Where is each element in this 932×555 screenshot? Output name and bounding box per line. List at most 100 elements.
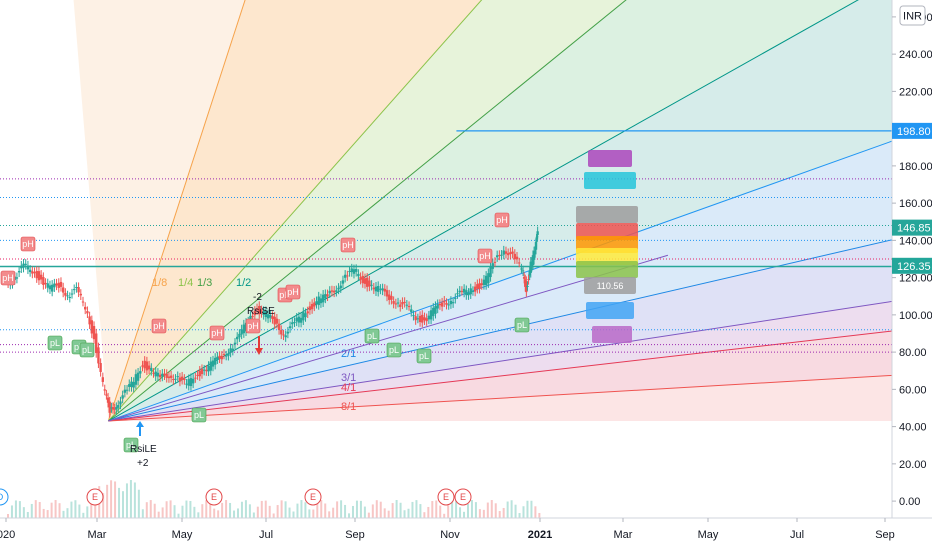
y-tick-label: 220.00 — [899, 86, 932, 98]
candle-body — [229, 348, 232, 353]
marker-box — [20, 236, 36, 252]
volume-bar — [395, 500, 398, 518]
volume-bar — [415, 500, 418, 518]
candle-body — [536, 231, 539, 235]
earnings-event-marker[interactable]: E — [454, 488, 472, 506]
stacked-label-box — [576, 223, 638, 240]
candle-body — [337, 287, 340, 290]
candle-body — [216, 356, 219, 360]
marker-box — [386, 342, 402, 358]
marker-text: pH — [479, 251, 491, 261]
marker-box — [364, 328, 380, 344]
candle-body — [147, 365, 151, 370]
volume-bar — [510, 500, 513, 518]
candle-body — [520, 268, 523, 270]
volume-bar — [526, 500, 529, 518]
candle-body — [438, 303, 442, 306]
volume-bar — [70, 501, 73, 518]
candle-body — [273, 316, 276, 325]
volume-bar — [324, 503, 327, 518]
candle-body — [339, 285, 342, 289]
volume-bar — [530, 500, 533, 518]
candle-body — [282, 334, 285, 336]
stacked-label-box — [576, 248, 638, 265]
candle-body — [410, 309, 413, 312]
volume-bar — [427, 506, 430, 518]
candle-body — [407, 306, 411, 308]
candle-body — [70, 293, 74, 295]
volume-bar — [30, 503, 33, 518]
fan-zone — [73, 0, 246, 422]
candle-body — [350, 268, 353, 273]
currency-badge[interactable]: INR — [899, 5, 926, 26]
earnings-event-marker[interactable]: E — [205, 488, 223, 506]
volume-bar — [22, 507, 25, 518]
pivot-high-marker: pH — [477, 248, 493, 264]
candle-body — [264, 311, 268, 318]
volume-bar — [514, 504, 517, 518]
volume-bar — [38, 502, 41, 518]
x-tick-label: May — [698, 529, 719, 541]
stacked-label-box — [576, 206, 638, 223]
y-tick-label: 0.00 — [899, 496, 920, 508]
volume-bar — [288, 507, 291, 518]
event-circle — [86, 488, 104, 506]
marker-box — [151, 318, 167, 334]
pivot-high-marker: pH — [20, 236, 36, 252]
candle-body — [75, 286, 78, 289]
volume-bar — [518, 513, 521, 518]
volume-bar — [455, 501, 458, 518]
volume-bar — [10, 505, 13, 518]
volume-bar — [157, 511, 160, 518]
volume-bar — [153, 503, 156, 518]
candle-body — [110, 407, 113, 409]
volume-bar — [474, 502, 477, 518]
fan-ray-label: 1/3 — [197, 277, 212, 289]
earnings-event-marker[interactable]: E — [86, 488, 104, 506]
candle-body — [528, 270, 531, 276]
candle-body — [447, 304, 450, 306]
volume-bar — [197, 512, 200, 518]
candle-body — [163, 373, 166, 376]
candle-body — [236, 336, 239, 340]
candle-body — [372, 287, 375, 290]
y-tick-label: 100.00 — [899, 310, 932, 322]
candle-body — [354, 268, 358, 272]
candle-body — [35, 270, 38, 279]
candle-body — [434, 306, 437, 314]
candle-body — [332, 290, 336, 293]
candle-body — [297, 316, 301, 323]
y-tick-label: 40.00 — [899, 422, 927, 434]
marker-box — [494, 212, 510, 228]
volume-bar — [221, 502, 224, 518]
candle-body — [363, 278, 367, 284]
candle-body — [429, 310, 433, 320]
candle-body — [321, 294, 325, 303]
candle-body — [374, 286, 378, 292]
volume-bar — [439, 505, 442, 518]
candle-body — [258, 305, 261, 315]
event-letter: D — [0, 492, 4, 502]
candle-body — [37, 271, 41, 281]
candle-body — [489, 266, 492, 278]
volume-bar — [284, 501, 287, 518]
stacked-label-box — [588, 150, 632, 167]
volume-bar — [296, 503, 299, 518]
candle-body — [205, 369, 208, 372]
volume-bar — [201, 504, 204, 518]
candle-body — [44, 282, 47, 285]
candle-body — [293, 322, 296, 324]
earnings-event-marker[interactable]: E — [437, 488, 455, 506]
volume-bar — [490, 500, 493, 518]
dividend-event-marker[interactable]: D — [0, 488, 9, 506]
marker-text: pH — [22, 239, 34, 249]
volume-bar — [387, 510, 390, 518]
earnings-event-marker[interactable]: E — [304, 488, 322, 506]
candle-body — [308, 306, 312, 311]
volume-bar — [403, 510, 406, 518]
x-tick-label: Jul — [259, 529, 273, 541]
volume-bar — [233, 510, 236, 518]
volume-bar — [308, 509, 311, 518]
